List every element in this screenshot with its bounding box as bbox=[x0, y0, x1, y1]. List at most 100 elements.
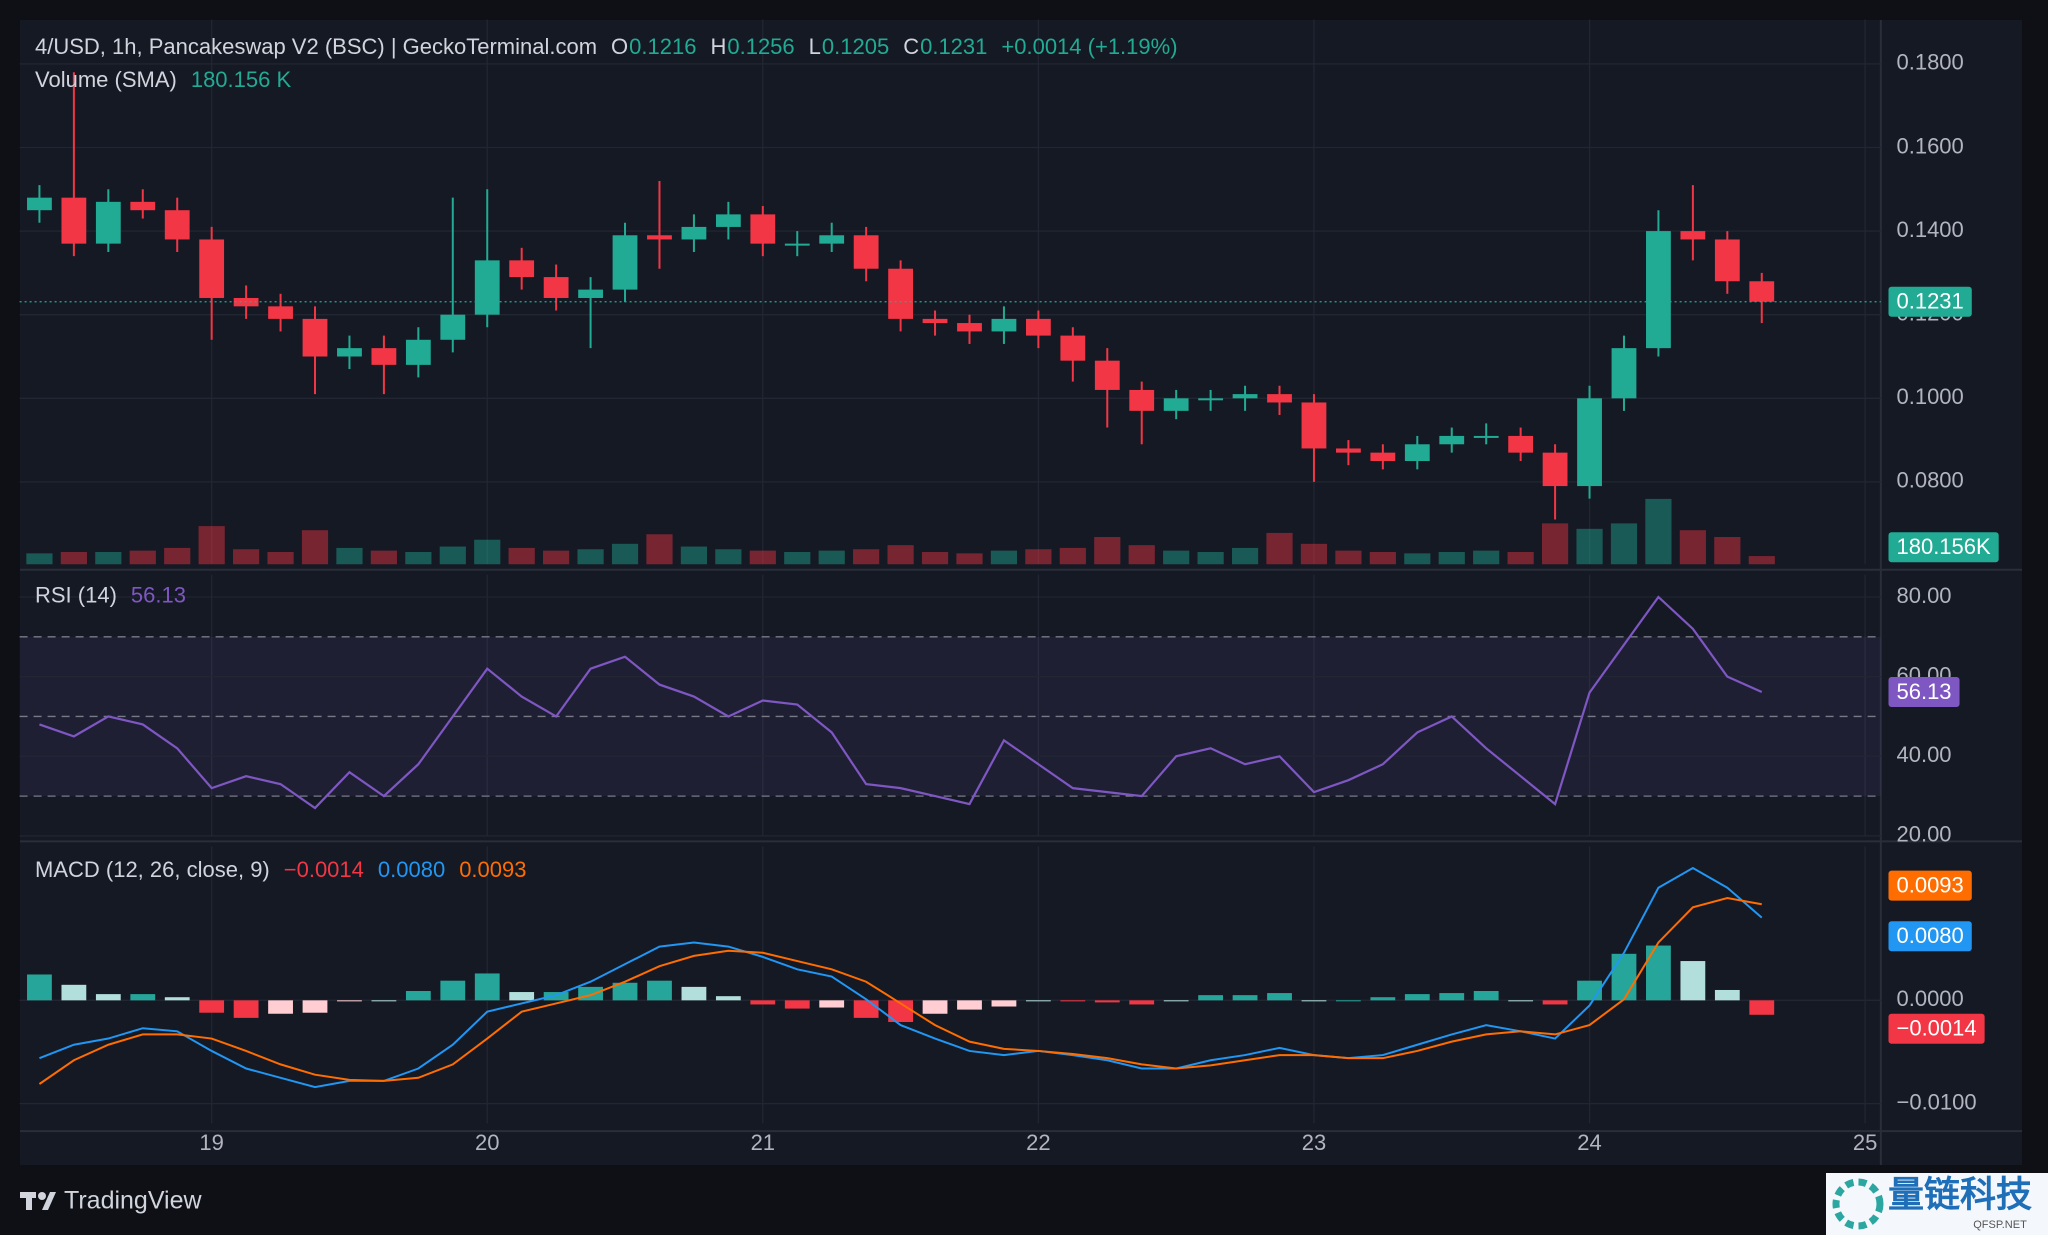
volume-bar bbox=[1300, 543, 1328, 565]
candle-body bbox=[1577, 398, 1602, 487]
volume-bar bbox=[1059, 547, 1086, 565]
logo-mark bbox=[42, 1192, 56, 1210]
value-tag: 0.0093 bbox=[1888, 870, 1972, 901]
volume-bar bbox=[301, 530, 329, 565]
histogram-bar bbox=[1232, 995, 1258, 1001]
volume-bar bbox=[233, 549, 260, 565]
histogram-bar bbox=[164, 997, 190, 1001]
candle-body bbox=[1646, 231, 1671, 349]
candle-body bbox=[750, 214, 776, 244]
volume-bar bbox=[474, 539, 501, 565]
volume-bar bbox=[921, 551, 949, 565]
histogram-bar bbox=[991, 1000, 1017, 1007]
histogram-bar bbox=[578, 986, 603, 1001]
histogram-bar bbox=[474, 973, 500, 1001]
value-tag: 0.0080 bbox=[1888, 921, 1972, 952]
candle-body bbox=[1060, 335, 1086, 361]
volume-bar bbox=[1507, 551, 1534, 565]
volume-sma: 180.156 K bbox=[191, 67, 292, 92]
volume-bar bbox=[1714, 537, 1741, 565]
volume-bar bbox=[853, 549, 880, 565]
histogram-bar bbox=[647, 980, 672, 1001]
volume-bar bbox=[267, 551, 294, 565]
logo-mark bbox=[38, 1192, 46, 1200]
y-tick-label: 0.0000 bbox=[1896, 986, 1963, 1011]
histogram-bar bbox=[405, 991, 431, 1001]
histogram-bar bbox=[1404, 994, 1430, 1001]
candle-body bbox=[1714, 239, 1740, 282]
histogram-bar bbox=[957, 1000, 982, 1010]
candle-body bbox=[1163, 398, 1189, 411]
histogram-bar bbox=[612, 982, 638, 1001]
value-tag: 0.1231 bbox=[1888, 286, 1972, 317]
candle-body bbox=[991, 318, 1017, 332]
candle-body bbox=[474, 260, 500, 315]
candle-body bbox=[1404, 444, 1430, 461]
candle-body bbox=[27, 197, 52, 211]
value-tag: 56.13 bbox=[1888, 677, 1960, 708]
volume-bar bbox=[129, 550, 156, 565]
candle-body bbox=[922, 318, 948, 324]
tag-box bbox=[1888, 921, 1972, 952]
volume-bar bbox=[680, 546, 708, 565]
volume-bar bbox=[1576, 528, 1603, 565]
histogram-bar bbox=[922, 1000, 948, 1014]
histogram-bar bbox=[1301, 1000, 1327, 1002]
watermark-text: 量链科技 bbox=[1888, 1174, 2032, 1215]
histogram-bar bbox=[1646, 945, 1671, 1001]
volume-bar bbox=[749, 550, 776, 565]
volume-bar bbox=[1369, 551, 1396, 565]
candle-body bbox=[1232, 394, 1258, 399]
value-tag: 180.156K bbox=[1888, 532, 1999, 563]
candle-body bbox=[612, 235, 638, 290]
y-tick-label: 0.1600 bbox=[1896, 133, 1963, 158]
volume-bar bbox=[95, 551, 122, 565]
volume-bar bbox=[715, 549, 742, 565]
histogram-bar bbox=[1336, 1000, 1361, 1002]
histogram-bar bbox=[1749, 1000, 1775, 1015]
ohlc-value: 0.1256 bbox=[727, 34, 794, 59]
histogram-bar bbox=[1060, 1000, 1086, 1002]
volume-bar bbox=[784, 551, 811, 565]
x-tick-label: 21 bbox=[751, 1130, 775, 1155]
candle-body bbox=[819, 235, 845, 244]
histogram-bar bbox=[1680, 961, 1706, 1001]
volume-bar bbox=[1163, 550, 1190, 565]
candle-body bbox=[888, 268, 914, 319]
histogram-bar bbox=[61, 984, 87, 1001]
candle-body bbox=[1473, 435, 1499, 438]
indicator-value: 0.0093 bbox=[459, 857, 526, 882]
histogram-bar bbox=[440, 980, 466, 1001]
histogram-bar bbox=[371, 1000, 397, 1002]
macd-line bbox=[39, 866, 1763, 1089]
volume-bar bbox=[198, 526, 225, 565]
tag-box bbox=[1888, 286, 1972, 317]
volume-bar bbox=[336, 547, 363, 565]
candle-body bbox=[1542, 452, 1568, 487]
candle-body bbox=[405, 339, 431, 365]
histogram-bar bbox=[268, 1000, 293, 1014]
y-tick-label: 0.1800 bbox=[1896, 50, 1963, 75]
histogram-bar bbox=[1714, 989, 1740, 1001]
y-tick-label: −0.0100 bbox=[1896, 1089, 1976, 1114]
candle-body bbox=[681, 226, 707, 240]
indicator-title: MACD (12, 26, close, 9) bbox=[35, 857, 270, 882]
volume-bar bbox=[508, 547, 535, 565]
candle-body bbox=[1094, 360, 1120, 390]
tag-label: 0.0093 bbox=[1896, 872, 1963, 897]
candle-body bbox=[302, 318, 328, 357]
candle-body bbox=[61, 197, 87, 244]
ohlc-key: O bbox=[611, 34, 628, 59]
brand: TradingView bbox=[64, 1187, 203, 1215]
y-tick-label: 0.0800 bbox=[1896, 468, 1963, 493]
x-tick-label: 25 bbox=[1853, 1130, 1877, 1155]
candle-body bbox=[1370, 452, 1396, 461]
histogram-bar bbox=[715, 996, 741, 1001]
candle-body bbox=[337, 348, 362, 357]
indicator-value: −0.0014 bbox=[284, 857, 364, 882]
x-tick-label: 22 bbox=[1026, 1130, 1050, 1155]
volume-bar bbox=[577, 549, 604, 565]
histogram-bar bbox=[233, 1000, 259, 1018]
x-tick-label: 24 bbox=[1577, 1130, 1601, 1155]
